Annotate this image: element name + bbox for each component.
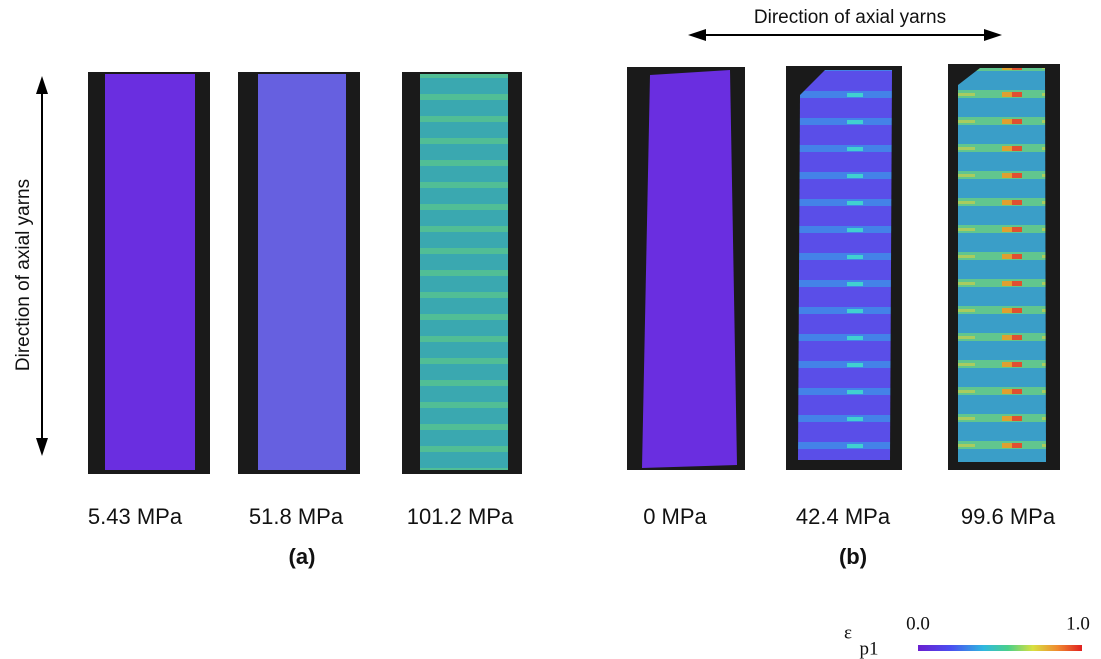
specimen-label: 99.6 MPa: [961, 504, 1056, 529]
specimens-a: [88, 72, 522, 474]
colorbar-symbol: ε: [844, 622, 852, 643]
specimen-strain: [798, 70, 892, 460]
arrow-horizontal: [688, 29, 1002, 41]
specimen-label: 0 MPa: [643, 504, 707, 529]
direction-label: Direction of axial yarns: [754, 7, 946, 28]
colorbar-min: 0.0: [906, 613, 930, 634]
direction-label: Direction of axial yarns: [13, 179, 34, 371]
specimen-strain: [105, 74, 195, 470]
arrow-vertical: [36, 76, 48, 456]
panel-caption: (b): [839, 544, 867, 569]
specimen-strain: [420, 74, 508, 470]
specimen-strain: [258, 74, 346, 470]
specimen-label: 42.4 MPa: [796, 504, 891, 529]
colorbar-max: 1.0: [1066, 613, 1090, 634]
specimens-b: [627, 64, 1060, 470]
colorbar-subscript: p1: [860, 638, 879, 659]
specimen-label: 51.8 MPa: [249, 504, 344, 529]
specimen-label: 101.2 MPa: [407, 504, 514, 529]
colorbar: [918, 645, 1082, 651]
panel-caption: (a): [289, 544, 316, 569]
specimen-label: 5.43 MPa: [88, 504, 183, 529]
specimen-strain: [642, 70, 737, 468]
specimen-strain: [958, 68, 1046, 462]
